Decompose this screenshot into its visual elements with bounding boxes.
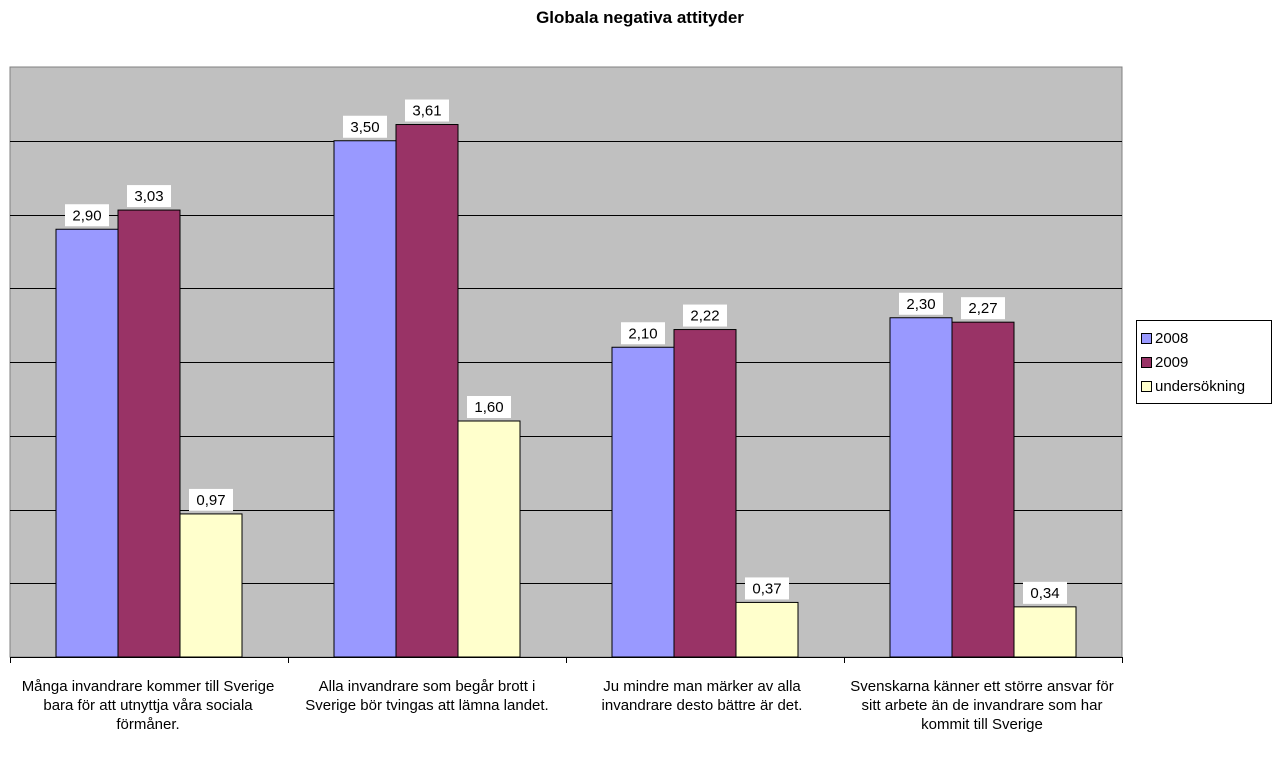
legend: 2008 2009 undersökning <box>1136 320 1272 404</box>
legend-swatch-2008 <box>1141 333 1152 344</box>
bar-2008-1 <box>334 141 396 657</box>
data-label: 0,37 <box>752 580 781 597</box>
bar-2008-0 <box>56 229 118 657</box>
bar-2009-2 <box>674 330 736 657</box>
bar-2008-3 <box>890 318 952 657</box>
data-label: 3,50 <box>350 119 379 136</box>
data-label: 0,97 <box>196 492 225 509</box>
category-label: Alla invandrare som begår brott i Sverig… <box>292 677 562 715</box>
data-label: 2,10 <box>628 325 657 342</box>
legend-swatch-2009 <box>1141 357 1152 368</box>
bar-undersökning-2 <box>736 602 798 657</box>
data-label: 2,30 <box>906 296 935 313</box>
bar-undersökning-3 <box>1014 607 1076 657</box>
category-label: Svenskarna känner ett större ansvar för … <box>847 677 1117 734</box>
data-label: 1,60 <box>474 399 503 416</box>
bar-2008-2 <box>612 347 674 657</box>
legend-item-2008: 2008 <box>1141 326 1271 350</box>
legend-label: 2009 <box>1155 354 1188 371</box>
data-label: 3,03 <box>134 188 163 205</box>
category-label: Ju mindre man märker av alla invandrare … <box>567 677 837 715</box>
legend-swatch-undersokning <box>1141 381 1152 392</box>
x-axis-ticks <box>10 657 1123 663</box>
bar-2009-0 <box>118 210 180 657</box>
legend-item-undersokning: undersökning <box>1141 374 1271 398</box>
data-label: 2,22 <box>690 308 719 325</box>
legend-label: 2008 <box>1155 330 1188 347</box>
category-label: Många invandrare kommer till Sverige bar… <box>13 677 283 734</box>
legend-item-2009: 2009 <box>1141 350 1271 374</box>
data-label: 2,27 <box>968 300 997 317</box>
data-label: 0,34 <box>1030 585 1059 602</box>
legend-label: undersökning <box>1155 378 1245 395</box>
bar-undersökning-0 <box>180 514 242 657</box>
bar-undersökning-1 <box>458 421 520 657</box>
bar-2009-1 <box>396 125 458 657</box>
data-label: 2,90 <box>72 207 101 224</box>
data-label: 3,61 <box>412 103 441 120</box>
bar-2009-3 <box>952 322 1014 657</box>
